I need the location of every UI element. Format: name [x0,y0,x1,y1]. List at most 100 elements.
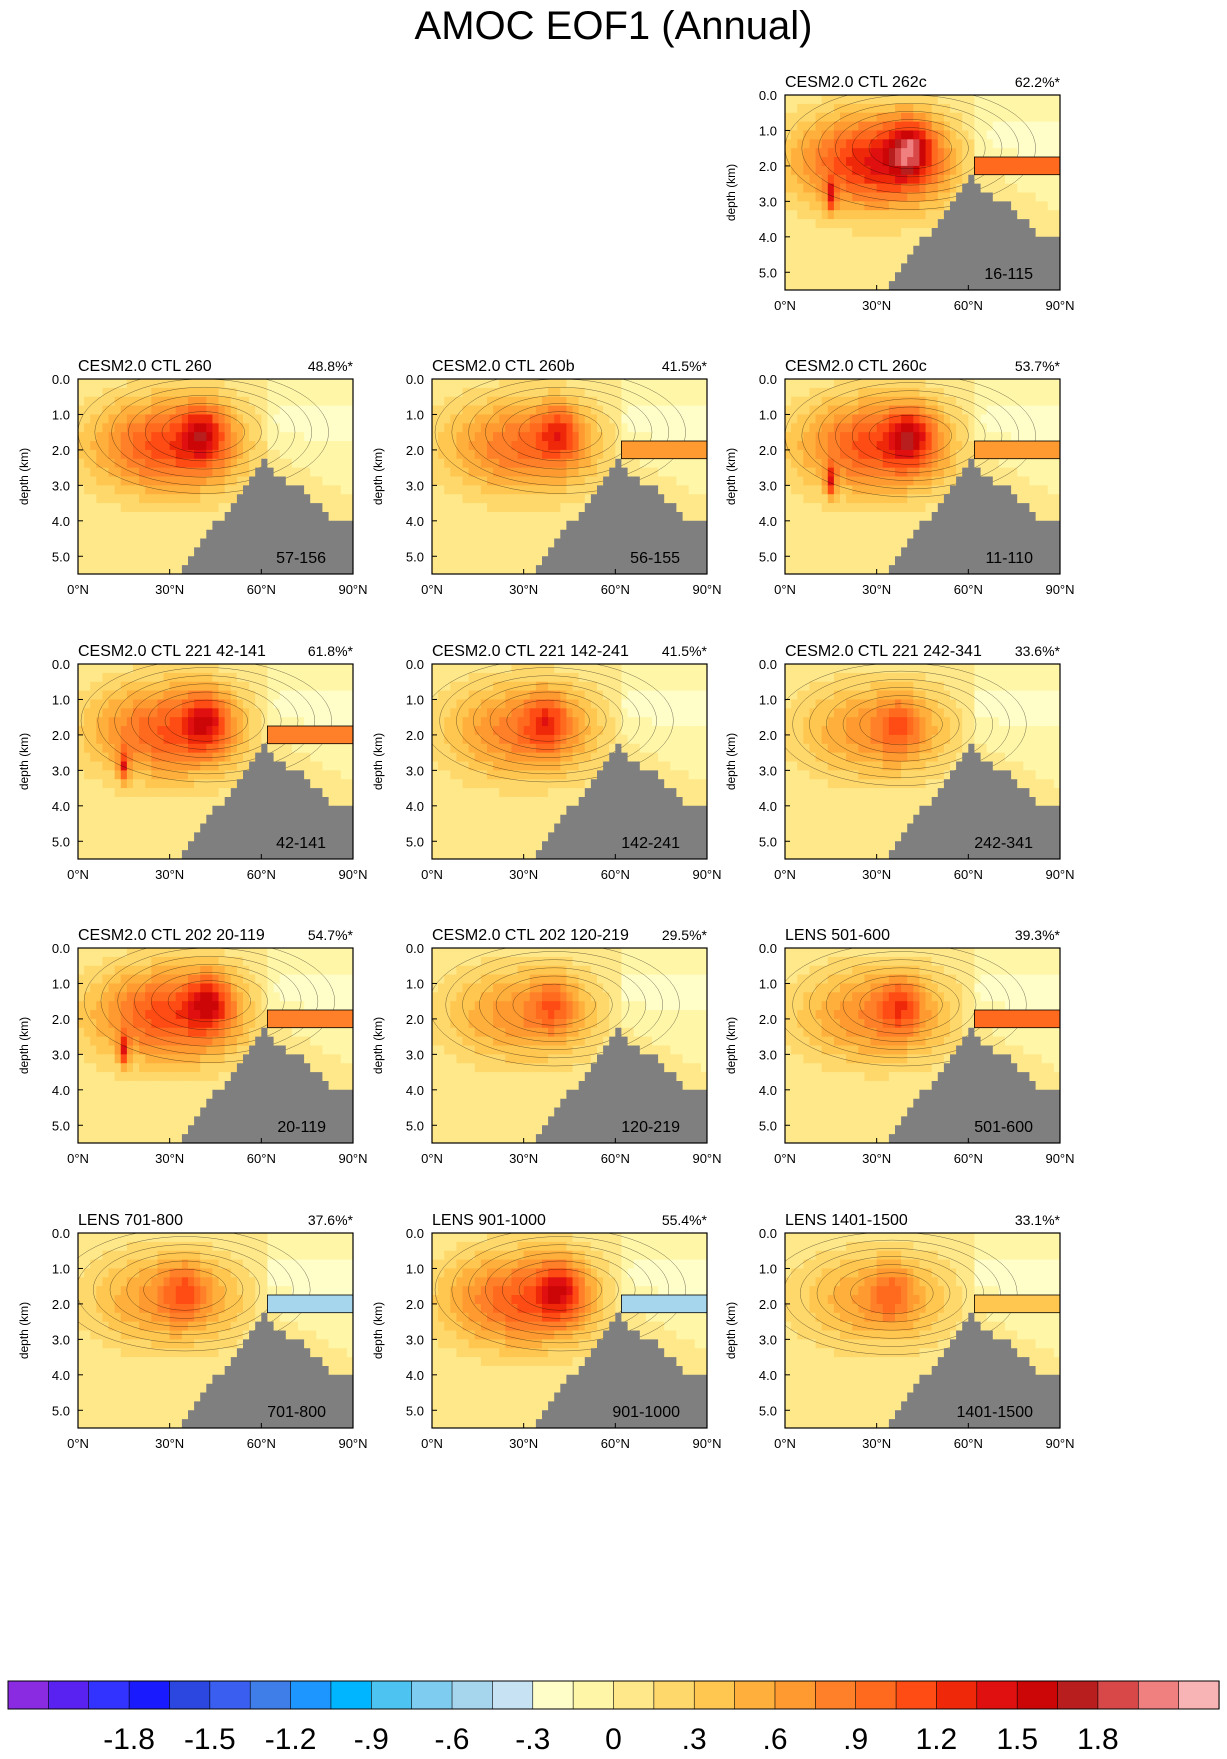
bathymetry [78,458,353,574]
field-cell [243,717,250,727]
field-cell [1029,414,1037,424]
field-cell [658,396,665,407]
field-cell [84,414,91,424]
xtick-label: 0°N [67,582,89,597]
field-cell [529,467,537,478]
field-cell [126,441,134,451]
field-cell [529,520,537,531]
field-cell [882,476,890,486]
field-cell [980,95,988,105]
field-cell [821,387,829,398]
field-cell [882,281,890,290]
field-cell [785,547,792,557]
field-cell [882,272,890,282]
field-cell [827,414,835,424]
field-cell [291,752,299,763]
field-cell [1047,148,1055,158]
field-cell [925,414,933,424]
field-cell [937,449,945,460]
field-cell [157,761,165,771]
field-cell [145,458,152,469]
field-cell [206,761,214,771]
field-cell [925,458,933,469]
field-cell [322,752,330,763]
field-cell [139,717,146,727]
field-cell [78,476,85,486]
field-cell [456,396,464,407]
field-cell [120,796,128,807]
field-cell [96,841,104,851]
field-cell [535,441,543,451]
field-cell [218,485,226,495]
field-cell [846,201,853,211]
field-cell [298,414,305,424]
field-cell [1017,476,1024,486]
field-cell [456,565,464,574]
field-cell [499,556,506,566]
field-cell [169,699,177,709]
field-cell [126,779,134,789]
field-cell [1017,192,1024,202]
field-cell [864,95,872,105]
field-cell [821,547,829,557]
field-cell [907,432,914,442]
field-cell [444,485,451,495]
field-cell [803,157,811,167]
field-cell [840,405,847,416]
field-cell [809,556,817,566]
field-cell [511,423,519,433]
field-cell [980,139,988,149]
field-cell [785,174,792,185]
field-cell [864,236,872,247]
field-cell [456,494,464,504]
field-cell [791,192,798,202]
field-cell [279,387,287,398]
field-cell [931,441,939,451]
field-cell [139,796,146,807]
field-cell [584,387,592,398]
field-cell [809,227,817,238]
field-cell [992,139,1000,149]
field-cell [133,814,140,825]
field-cell [1041,476,1049,486]
field-cell [224,467,232,478]
field-cell [340,396,348,407]
field-cell [888,529,896,540]
field-cell [1017,423,1024,433]
field-cell [157,423,165,433]
field-cell [224,708,232,718]
field-cell [133,387,140,398]
field-cell [791,432,798,442]
field-cell [96,494,104,504]
field-cell [206,690,214,701]
field-cell [456,449,464,460]
field-cell [456,511,464,522]
field-cell [230,449,238,460]
field-cell [974,139,982,149]
field-cell [858,245,866,256]
field-cell [797,556,804,566]
field-cell [181,538,189,549]
field-cell [493,565,500,574]
field-cell [163,556,171,566]
ytick-label: 5.0 [52,549,70,564]
field-cell [175,503,183,513]
field-cell [499,565,506,574]
field-cell [304,690,311,701]
field-cell [548,494,555,504]
field-cell [133,485,140,495]
field-cell [139,556,146,566]
field-cell [230,664,238,674]
field-cell [876,476,884,486]
field-cell [1035,112,1043,123]
field-cell [554,511,561,522]
field-cell [84,672,91,683]
field-cell [913,183,921,194]
field-cell [846,227,853,238]
field-cell [273,743,281,754]
field-cell [852,192,859,202]
field-cell [224,734,232,745]
field-cell [493,529,500,540]
field-cell [304,441,311,451]
field-cell [90,449,97,460]
